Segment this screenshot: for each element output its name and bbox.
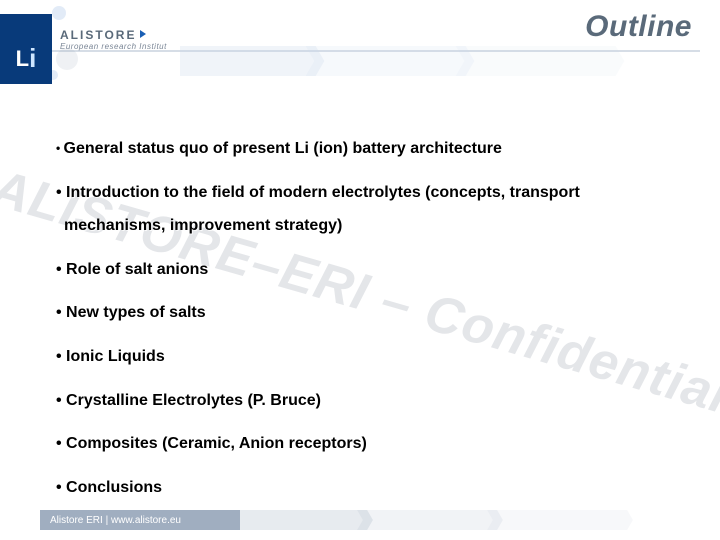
logo-letters: Li — [0, 43, 52, 74]
page-title: Outline — [585, 10, 692, 44]
list-item: Conclusions — [56, 477, 690, 499]
list-item: Introduction to the field of modern elec… — [56, 182, 690, 204]
logo-letter-l: L — [16, 46, 29, 71]
list-item: mechanisms, improvement strategy) — [56, 215, 690, 237]
footer: Alistore ERI | www.alistore.eu — [40, 510, 240, 530]
brand-tagline: European research Institut — [60, 42, 167, 51]
brand-name: ALISTORE — [60, 28, 167, 42]
logo-box: Li — [0, 14, 52, 84]
brand-text: ALISTORE European research Institut — [60, 28, 167, 51]
footer-chevron-decor — [240, 510, 700, 530]
triangle-icon — [140, 30, 146, 38]
list-item: Ionic Liquids — [56, 346, 690, 368]
list-item: Role of salt anions — [56, 259, 690, 281]
brand-name-label: ALISTORE — [60, 28, 136, 42]
slide-container: Li ALISTORE European research Institut O… — [0, 0, 720, 540]
list-item: Composites (Ceramic, Anion receptors) — [56, 433, 690, 455]
list-item: New types of salts — [56, 302, 690, 324]
content-list: General status quo of present Li (ion) b… — [56, 138, 690, 520]
header-chevron-decor — [180, 46, 700, 76]
list-item: Crystalline Electrolytes (P. Bruce) — [56, 390, 690, 412]
footer-text: Alistore ERI | www.alistore.eu — [50, 515, 181, 526]
logo-letter-i: i — [29, 43, 36, 73]
list-item: General status quo of present Li (ion) b… — [56, 138, 690, 160]
